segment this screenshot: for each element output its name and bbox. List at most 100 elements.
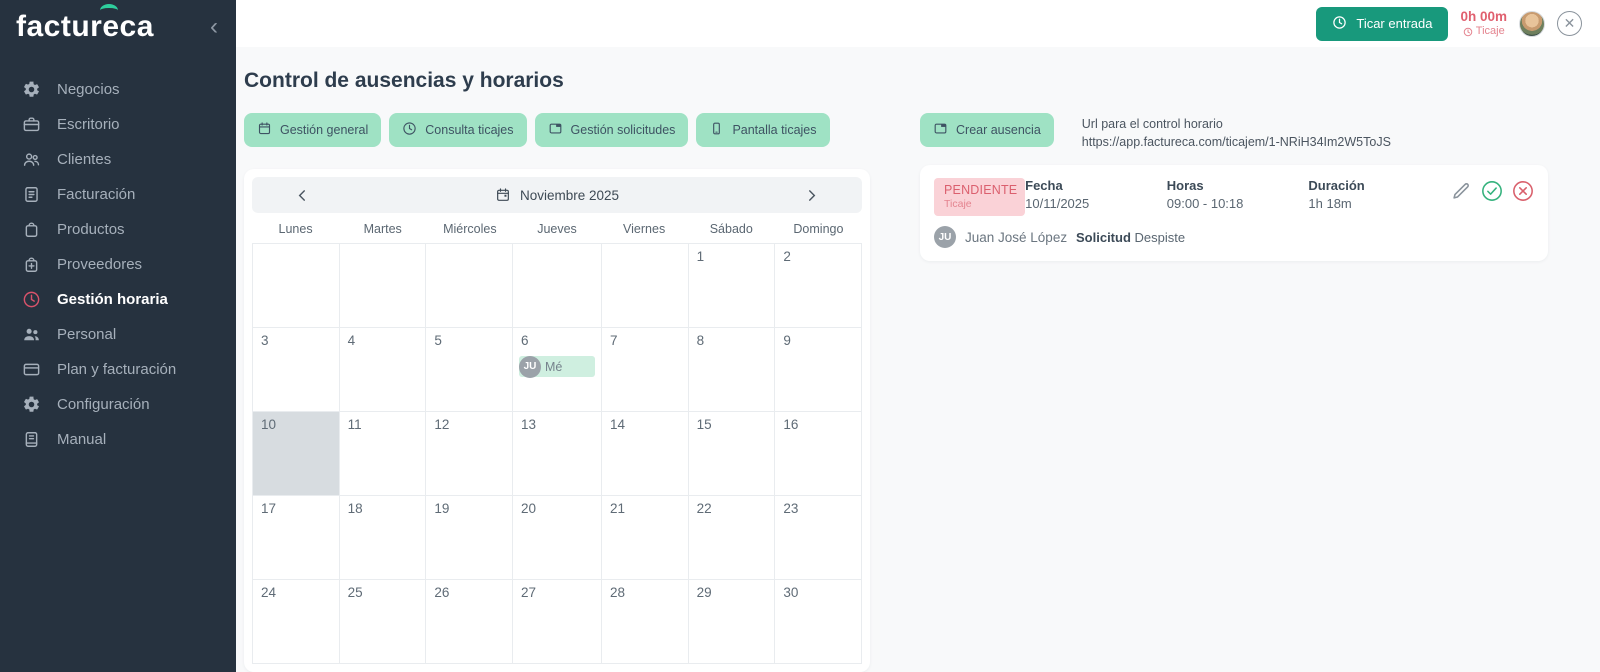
calendar-cell-empty[interactable] xyxy=(512,244,602,328)
calendar-cell-23[interactable]: 23 xyxy=(775,496,862,580)
collapse-icon[interactable]: ‹ xyxy=(210,13,218,40)
calendar-cell-25[interactable]: 25 xyxy=(339,580,427,664)
calendar-cell-empty[interactable] xyxy=(426,244,513,328)
status-badge: PENDIENTE Ticaje xyxy=(934,178,1026,217)
calendar-cell-10[interactable]: 10 xyxy=(253,412,340,496)
day-header-viernes: Viernes xyxy=(623,222,666,236)
calendar-cell-1[interactable]: 1 xyxy=(688,244,776,328)
calendar-cell-22[interactable]: 22 xyxy=(688,496,776,580)
day-number: 7 xyxy=(609,333,618,348)
day-number: 29 xyxy=(696,585,712,600)
sidebar-item-manual[interactable]: Manual xyxy=(0,422,236,457)
day-number: 1 xyxy=(696,249,705,264)
bag-icon xyxy=(22,220,41,239)
day-number: 6 xyxy=(520,333,529,348)
main-area: Ticar entrada 0h 00m Ticaje ✕ Control de… xyxy=(236,0,1600,672)
calendar-cell-9[interactable]: 9 xyxy=(775,328,862,412)
calendar-cell-30[interactable]: 30 xyxy=(775,580,862,664)
clock-icon xyxy=(1463,27,1473,36)
calendar-cell-14[interactable]: 14 xyxy=(601,412,689,496)
tab-consulta-ticajes[interactable]: Consulta ticajes xyxy=(389,113,527,147)
top-bar: Ticar entrada 0h 00m Ticaje ✕ xyxy=(236,0,1600,47)
edit-icon[interactable] xyxy=(1450,180,1472,202)
event-avatar: JU xyxy=(518,355,541,378)
user-avatar[interactable] xyxy=(1519,10,1545,37)
url-title: Url para el control horario xyxy=(1081,117,1223,131)
chevron-left-icon[interactable] xyxy=(294,187,311,204)
sidebar-item-label: Proveedores xyxy=(57,256,143,273)
day-number: 14 xyxy=(609,417,626,432)
sidebar-item-facturacion[interactable]: Facturación xyxy=(0,177,236,212)
timer-sub: Ticaje xyxy=(1460,25,1507,38)
calendar-cell-21[interactable]: 21 xyxy=(601,496,689,580)
event-label: Mé xyxy=(544,359,563,374)
calendar-cell-2[interactable]: 2 xyxy=(775,244,862,328)
calendar-cell-26[interactable]: 26 xyxy=(426,580,513,664)
sidebar-item-negocios[interactable]: Negocios xyxy=(0,72,236,107)
approve-icon[interactable] xyxy=(1481,180,1503,202)
sidebar-item-personal[interactable]: Personal xyxy=(0,317,236,352)
calendar-cell-29[interactable]: 29 xyxy=(688,580,776,664)
calendar-cell-6[interactable]: 6 JU Mé xyxy=(512,328,602,412)
chevron-right-icon[interactable] xyxy=(803,187,820,204)
day-header-lunes: Lunes xyxy=(278,222,313,236)
day-number: 21 xyxy=(609,501,626,516)
calendar-cell-11[interactable]: 11 xyxy=(339,412,427,496)
sidebar-item-productos[interactable]: Productos xyxy=(0,212,236,247)
calendar-cell-empty[interactable] xyxy=(253,244,340,328)
calendar-cell-13[interactable]: 13 xyxy=(512,412,602,496)
sidebar-item-label: Plan y facturación xyxy=(57,361,177,378)
gear-icon xyxy=(22,395,41,414)
view-tabs: Gestión general Consulta ticajes Gestión s… xyxy=(244,113,870,147)
request-hours-field: Horas 09:00 - 10:18 xyxy=(1166,178,1244,212)
calendar-cell-12[interactable]: 12 xyxy=(426,412,513,496)
calendar-cell-19[interactable]: 19 xyxy=(426,496,513,580)
calendar-cell-24[interactable]: 24 xyxy=(253,580,340,664)
sidebar-item-configuracion[interactable]: Configuración xyxy=(0,387,236,422)
day-number: 17 xyxy=(261,501,277,516)
day-number: 19 xyxy=(434,501,450,516)
calendar-cell-20[interactable]: 20 xyxy=(512,496,602,580)
create-absence-button[interactable]: Crear ausencia xyxy=(920,113,1054,147)
user-initials-avatar: JU xyxy=(934,226,956,249)
calendar-cell-28[interactable]: 28 xyxy=(601,580,689,664)
calendar-column: Gestión general Consulta ticajes Gestión s… xyxy=(244,113,870,672)
card-icon xyxy=(22,360,41,379)
reject-icon[interactable] xyxy=(1512,180,1534,202)
request-date-field: Fecha 10/11/2025 xyxy=(1025,178,1090,212)
calendar-cell-27[interactable]: 27 xyxy=(512,580,602,664)
timesheet-url-block: Url para el control horario https://app.… xyxy=(1082,113,1391,151)
calendar-cell-empty[interactable] xyxy=(339,244,427,328)
absence-event-chip[interactable]: JU Mé xyxy=(518,355,595,378)
sidebar-item-gestion-horaria[interactable]: Gestión horaria xyxy=(0,282,236,317)
sidebar-item-plan-y-facturacion[interactable]: Plan y facturación xyxy=(0,352,236,387)
tab-gestion-general[interactable]: Gestión general xyxy=(244,113,382,147)
timesheet-url[interactable]: https://app.factureca.com/ticajem/1-NRiH… xyxy=(1081,135,1391,150)
calendar-cell-17[interactable]: 17 xyxy=(253,496,340,580)
calendar-cell-16[interactable]: 16 xyxy=(775,412,862,496)
briefcase-icon xyxy=(22,115,41,134)
calendar-card: Noviembre 2025 Lunes Martes Miércoles Jueve… xyxy=(244,169,870,672)
clock-in-button[interactable]: Ticar entrada xyxy=(1316,6,1449,41)
calendar-cell-15[interactable]: 15 xyxy=(688,412,776,496)
calendar-cell-3[interactable]: 3 xyxy=(253,328,340,412)
calendar-cell-4[interactable]: 4 xyxy=(339,328,427,412)
calendar-cell-7[interactable]: 7 xyxy=(601,328,689,412)
day-number: 28 xyxy=(609,585,626,600)
tab-gestion-solicitudes[interactable]: Gestión solicitudes xyxy=(534,113,689,147)
sidebar-item-escritorio[interactable]: Escritorio xyxy=(0,107,236,142)
sidebar-item-clientes[interactable]: Clientes xyxy=(0,142,236,177)
calendar-header: Noviembre 2025 xyxy=(252,177,862,213)
tab-label: Consulta ticajes xyxy=(425,123,514,137)
close-icon[interactable]: ✕ xyxy=(1557,11,1582,36)
request-user: JU Juan José López xyxy=(934,226,1076,249)
calendar-cell-18[interactable]: 18 xyxy=(339,496,427,580)
calendar-cell-5[interactable]: 5 xyxy=(426,328,513,412)
sidebar-item-proveedores[interactable]: Proveedores xyxy=(0,247,236,282)
tab-pantalla-ticajes[interactable]: Pantalla ticajes xyxy=(696,113,830,147)
calendar-cell-empty[interactable] xyxy=(601,244,689,328)
day-header-miercoles: Miércoles xyxy=(443,222,497,236)
calendar-icon xyxy=(497,188,509,201)
calendar-cell-8[interactable]: 8 xyxy=(688,328,776,412)
request-duration-field: Duración 1h 18m xyxy=(1308,178,1365,212)
